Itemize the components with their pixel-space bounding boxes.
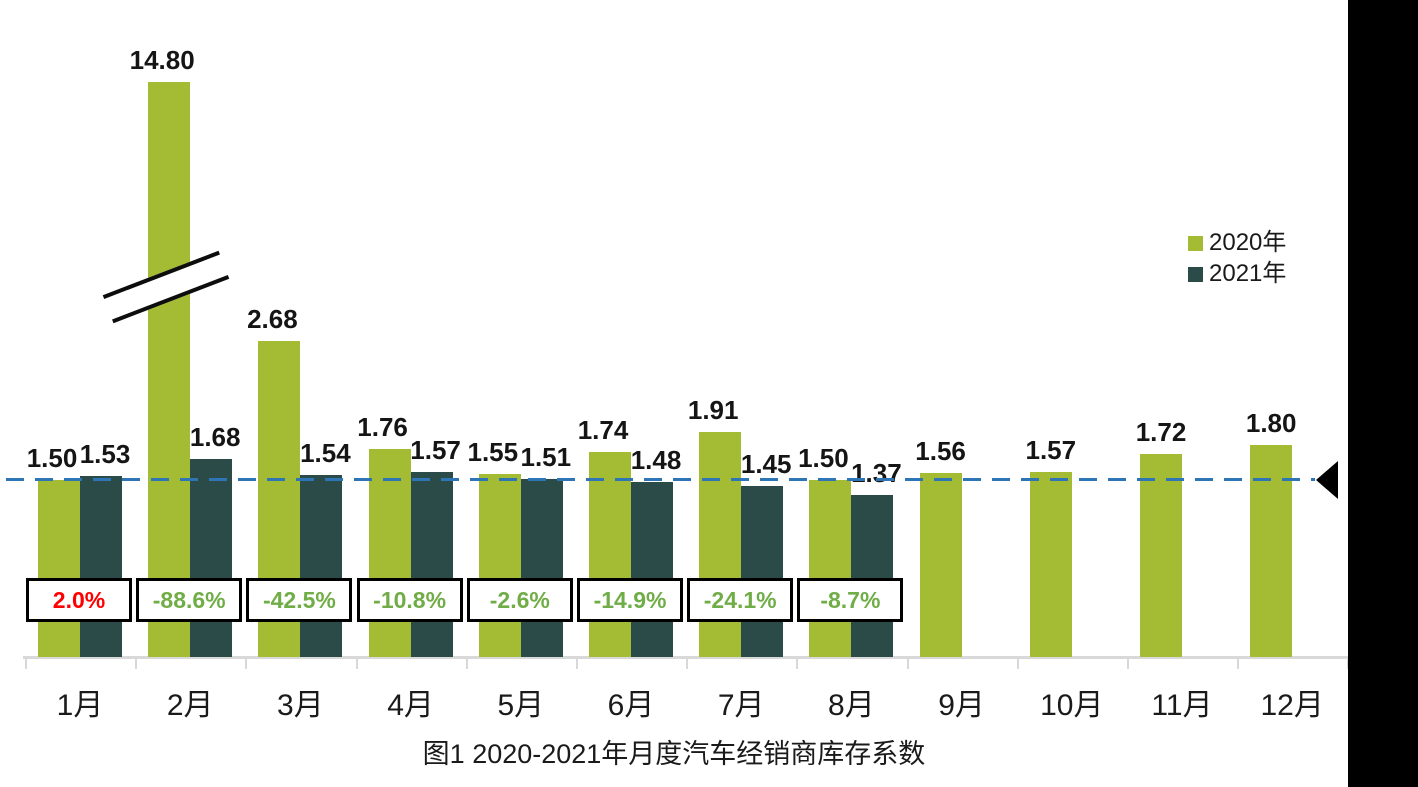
- value-label-2021-2月: 1.68: [189, 421, 241, 452]
- value-label-2020-11月: 1.72: [1135, 417, 1187, 448]
- value-label-2020-7月: 1.91: [687, 394, 739, 425]
- bar-2020-9月: [919, 472, 962, 657]
- legend-swatch-2020: [1188, 235, 1203, 251]
- x-axis-label-10月: 10月: [1040, 689, 1104, 722]
- bar-2021-8月: [851, 495, 894, 657]
- reference-line: [6, 478, 1315, 481]
- value-label-2021-4月: 1.57: [410, 434, 461, 465]
- chart-title: 图1 2020-2021年月度汽车经销商库存系数: [422, 739, 926, 769]
- bar-2021-4月: [410, 471, 453, 657]
- bar-2021-1月: [80, 476, 122, 657]
- legend-label-2021: 2021年: [1209, 260, 1287, 287]
- yoy-change-box-6月: -14.9%: [577, 578, 683, 622]
- x-axis-label-6月: 6月: [607, 689, 655, 722]
- value-label-2020-6月: 1.74: [577, 414, 629, 445]
- value-label-2020-4月: 1.76: [357, 412, 408, 443]
- x-axis-tick: [1237, 657, 1240, 669]
- legend-item-2021: 2021年: [1188, 262, 1286, 286]
- x-axis-label-11月: 11月: [1151, 689, 1213, 722]
- yoy-change-box-2月: -88.6%: [136, 578, 243, 622]
- value-label-2021-8月: 1.37: [851, 458, 902, 489]
- x-axis-label-1月: 1月: [56, 689, 104, 722]
- legend: 2020年 2021年: [1188, 231, 1286, 293]
- bar-2020-12月: [1250, 444, 1293, 657]
- bar-2021-2月: [190, 458, 233, 657]
- x-axis-label-7月: 7月: [717, 689, 765, 722]
- x-axis-tick: [465, 657, 468, 669]
- yoy-change-box-5月: -2.6%: [466, 578, 573, 622]
- bar-2021-7月: [741, 485, 784, 657]
- x-axis-tick: [1127, 657, 1129, 669]
- x-axis-label-4月: 4月: [387, 689, 434, 722]
- legend-swatch-2021: [1188, 266, 1203, 282]
- bar-2020-8月: [809, 480, 852, 657]
- yoy-change-box-7月: -24.1%: [687, 578, 794, 622]
- right-black-panel: [1348, 0, 1418, 787]
- value-label-2020-8月: 1.50: [798, 443, 849, 473]
- yoy-change-box-1月: 2.0%: [26, 578, 132, 622]
- value-label-2021-3月: 1.54: [300, 438, 351, 469]
- value-label-2021-6月: 1.48: [630, 445, 682, 476]
- value-label-2020-1月: 1.50: [26, 443, 78, 473]
- bar-2020-6月: [589, 451, 631, 657]
- x-axis-label-2月: 2月: [166, 689, 214, 722]
- x-axis-tick: [135, 657, 138, 669]
- x-axis-tick: [25, 657, 27, 669]
- bar-2020-11月: [1140, 454, 1182, 657]
- bar-2021-5月: [520, 478, 563, 657]
- x-axis-tick: [245, 657, 248, 669]
- value-label-2020-2月: 14.80: [129, 45, 195, 75]
- bar-2020-4月: [368, 449, 411, 657]
- value-label-2021-7月: 1.45: [740, 448, 792, 479]
- value-label-2021-5月: 1.51: [520, 441, 572, 472]
- value-label-2020-12月: 1.80: [1245, 407, 1297, 438]
- value-label-2020-9月: 1.56: [915, 435, 966, 466]
- x-axis-label-5月: 5月: [497, 689, 545, 722]
- reference-line-end-triangle-icon: [1316, 461, 1338, 499]
- bar-2020-10月: [1029, 471, 1072, 657]
- bar-2020-1月: [38, 480, 80, 657]
- bar-2020-2月: [148, 82, 191, 657]
- yoy-change-box-8月: -8.7%: [797, 578, 904, 622]
- yoy-change-box-4月: -10.8%: [356, 578, 463, 622]
- value-label-2021-1月: 1.53: [79, 439, 131, 470]
- x-axis-tick: [355, 657, 358, 669]
- legend-label-2020: 2020年: [1209, 229, 1287, 256]
- legend-item-2020: 2020年: [1188, 231, 1286, 255]
- bar-2021-6月: [631, 482, 673, 657]
- bar-2020-5月: [478, 474, 521, 657]
- x-axis-label-8月: 8月: [828, 689, 875, 722]
- x-axis-label-3月: 3月: [277, 689, 324, 722]
- bar-2021-3月: [300, 475, 343, 657]
- value-label-2020-5月: 1.55: [467, 437, 519, 468]
- x-axis-tick: [686, 657, 689, 669]
- x-axis-tick: [576, 657, 578, 669]
- yoy-change-box-3月: -42.5%: [246, 578, 353, 622]
- x-axis-label-9月: 9月: [938, 689, 985, 722]
- x-axis-label-12月: 12月: [1260, 689, 1324, 722]
- value-label-2020-3月: 2.68: [247, 303, 298, 334]
- x-axis-tick: [906, 657, 909, 669]
- x-axis-tick: [796, 657, 799, 669]
- value-label-2020-10月: 1.57: [1025, 434, 1077, 465]
- x-axis-tick: [1016, 657, 1019, 669]
